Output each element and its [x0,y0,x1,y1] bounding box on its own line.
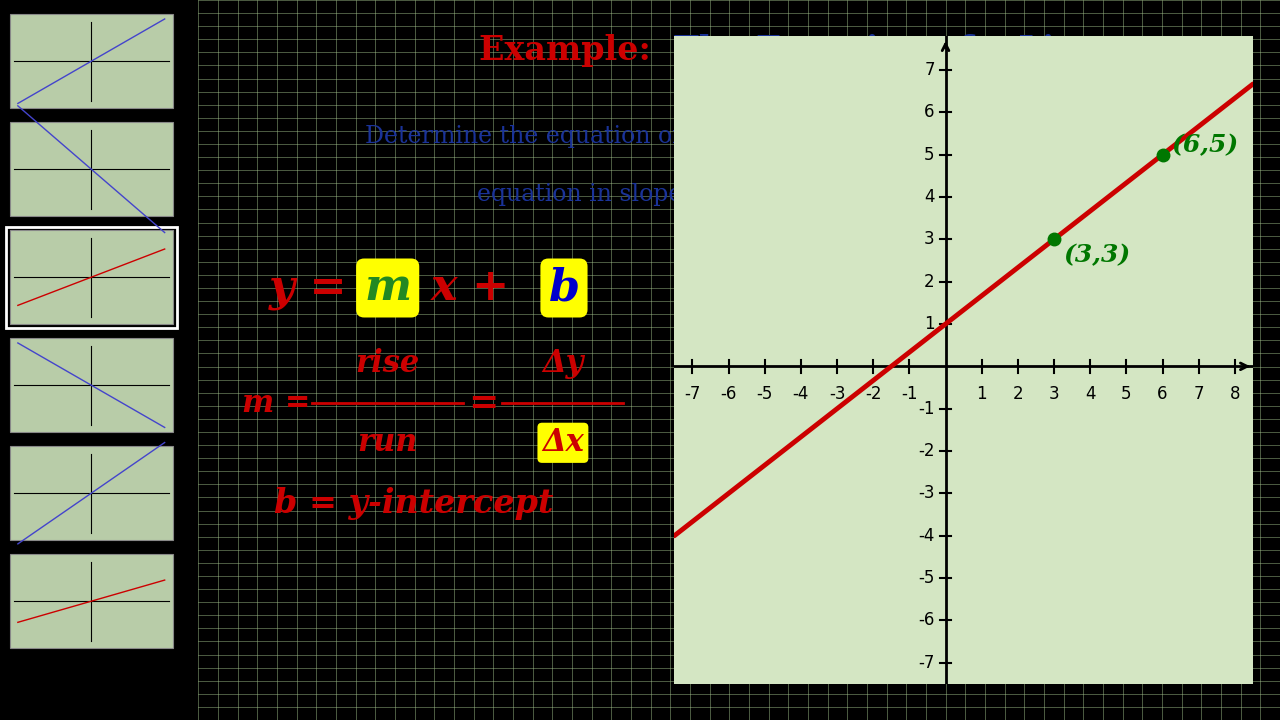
Text: b: b [548,266,580,310]
Bar [10,554,173,648]
Text: 2: 2 [1012,385,1023,403]
Text: The Equation of a Line: The Equation of a Line [675,34,1101,67]
Text: 1: 1 [977,385,987,403]
Text: -5: -5 [918,569,934,587]
Bar [10,122,173,216]
Text: (3,3): (3,3) [1064,243,1130,268]
Text: Δx: Δx [541,427,584,459]
Text: -7: -7 [918,654,934,672]
Text: run: run [357,427,417,459]
Text: -4: -4 [792,385,809,403]
Text: 6: 6 [924,103,934,121]
Text: b = y-intercept: b = y-intercept [274,487,553,521]
Text: -3: -3 [918,485,934,503]
Text: 3: 3 [924,230,934,248]
Text: -1: -1 [918,400,934,418]
Text: 8: 8 [1230,385,1240,403]
Bar [10,338,173,432]
Text: Determine the equation of the line. Write the linear: Determine the equation of the line. Writ… [365,125,983,148]
Text: -2: -2 [918,442,934,460]
Text: -6: -6 [918,611,934,629]
Text: x +: x + [431,266,526,310]
Text: 1: 1 [924,315,934,333]
Bar [10,14,173,108]
Text: -5: -5 [756,385,773,403]
Text: m =: m = [242,387,321,419]
Text: 2: 2 [924,273,934,291]
Text: 4: 4 [1085,385,1096,403]
Text: -4: -4 [918,527,934,545]
Text: y =: y = [269,266,362,310]
Text: 7: 7 [1193,385,1204,403]
Bar [10,230,173,324]
Text: 5: 5 [924,145,934,163]
Text: m: m [364,266,411,310]
Text: -6: -6 [721,385,737,403]
Text: -7: -7 [685,385,700,403]
Text: rise: rise [356,348,420,379]
Bar [10,446,173,540]
Text: equation in slope-intercept form.: equation in slope-intercept form. [477,183,872,206]
Text: 5: 5 [1121,385,1132,403]
Text: -3: -3 [829,385,845,403]
Bar [6,227,177,328]
Text: -2: -2 [865,385,882,403]
Text: 3: 3 [1048,385,1060,403]
Text: 4: 4 [924,188,934,206]
Text: (6,5): (6,5) [1171,133,1239,158]
Text: =: = [467,386,498,420]
Text: 7: 7 [924,61,934,79]
Text: 6: 6 [1157,385,1167,403]
Text: Example:: Example: [479,34,675,67]
Text: Δy: Δy [543,348,584,379]
Text: -1: -1 [901,385,918,403]
